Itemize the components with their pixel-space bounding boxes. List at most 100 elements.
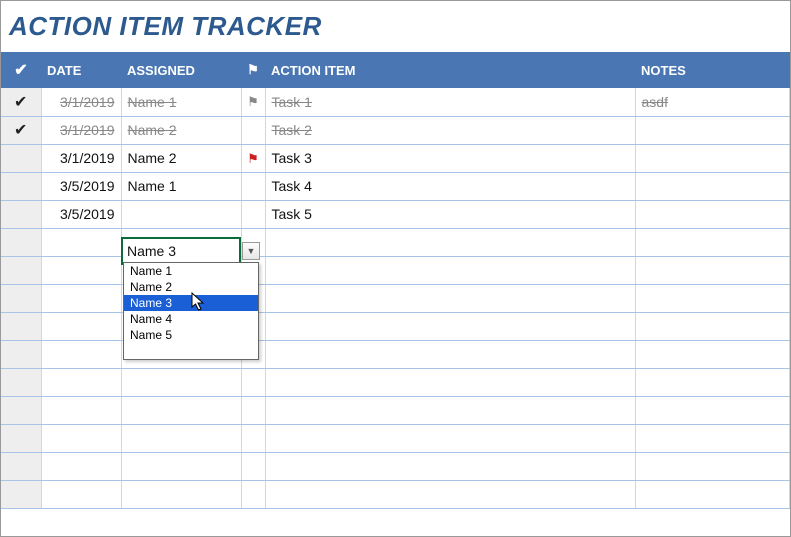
table-row-empty xyxy=(1,396,790,424)
cell-empty[interactable] xyxy=(635,452,790,480)
cell-empty[interactable] xyxy=(41,312,121,340)
cell-empty[interactable] xyxy=(41,368,121,396)
dropdown-option[interactable]: Name 3 xyxy=(124,295,258,311)
header-check[interactable]: ✔ xyxy=(1,52,41,88)
table-row-empty xyxy=(1,312,790,340)
cell-empty[interactable] xyxy=(265,368,635,396)
cell-empty[interactable] xyxy=(241,452,265,480)
dropdown-option[interactable]: Name 2 xyxy=(124,279,258,295)
cell-empty[interactable] xyxy=(265,452,635,480)
cell-flag[interactable] xyxy=(241,116,265,144)
header-action[interactable]: ACTION ITEM xyxy=(265,52,635,88)
cell-empty[interactable] xyxy=(121,424,241,452)
cell-flag[interactable] xyxy=(241,200,265,228)
header-flag[interactable]: ⚑ xyxy=(241,52,265,88)
cell-empty[interactable] xyxy=(41,256,121,284)
cell-flag[interactable] xyxy=(241,172,265,200)
cell-action[interactable]: Task 2 xyxy=(265,116,635,144)
dropdown-option[interactable]: Name 4 xyxy=(124,311,258,327)
cell-empty[interactable] xyxy=(265,480,635,508)
cell-empty[interactable] xyxy=(265,284,635,312)
dropdown-option[interactable]: Name 5 xyxy=(124,327,258,343)
cell-empty[interactable] xyxy=(635,312,790,340)
cell-empty[interactable] xyxy=(121,480,241,508)
cell-notes[interactable]: asdf xyxy=(635,88,790,116)
dropdown-button[interactable]: ▼ xyxy=(242,242,260,260)
cell-empty[interactable] xyxy=(1,228,41,256)
cell-empty[interactable] xyxy=(241,396,265,424)
cell-empty[interactable] xyxy=(265,256,635,284)
dropdown-option[interactable]: Name 1 xyxy=(124,263,258,279)
cell-empty[interactable] xyxy=(635,396,790,424)
table-row: ✔3/1/2019Name 2 Task 2 xyxy=(1,116,790,144)
cell-empty[interactable] xyxy=(1,396,41,424)
cell-empty[interactable] xyxy=(121,368,241,396)
cell-date[interactable]: 3/5/2019 xyxy=(41,200,121,228)
cell-assigned[interactable]: Name 1 xyxy=(121,172,241,200)
cell-empty[interactable] xyxy=(1,256,41,284)
cell-notes[interactable] xyxy=(635,144,790,172)
cell-empty[interactable] xyxy=(265,340,635,368)
cell-check[interactable] xyxy=(1,172,41,200)
cell-empty[interactable] xyxy=(41,284,121,312)
cell-notes[interactable] xyxy=(635,116,790,144)
cell-notes[interactable] xyxy=(635,172,790,200)
page-title: ACTION ITEM TRACKER xyxy=(1,1,790,52)
cell-empty[interactable] xyxy=(41,340,121,368)
cell-action[interactable]: Task 3 xyxy=(265,144,635,172)
cell-check[interactable] xyxy=(1,200,41,228)
cell-empty[interactable] xyxy=(635,284,790,312)
cell-date[interactable]: 3/1/2019 xyxy=(41,144,121,172)
cell-empty[interactable] xyxy=(41,396,121,424)
cell-empty[interactable] xyxy=(265,424,635,452)
cell-assigned[interactable]: Name 1 xyxy=(121,88,241,116)
cell-check[interactable]: ✔ xyxy=(1,116,41,144)
cell-empty[interactable] xyxy=(265,228,635,256)
cell-action[interactable]: Task 1 xyxy=(265,88,635,116)
cell-empty[interactable] xyxy=(41,424,121,452)
cell-empty[interactable] xyxy=(121,228,241,256)
cell-empty[interactable] xyxy=(1,452,41,480)
cell-assigned[interactable] xyxy=(121,200,241,228)
cell-empty[interactable] xyxy=(635,368,790,396)
cell-empty[interactable] xyxy=(635,424,790,452)
cell-empty[interactable] xyxy=(41,228,121,256)
cell-date[interactable]: 3/1/2019 xyxy=(41,116,121,144)
cell-empty[interactable] xyxy=(635,480,790,508)
cell-action[interactable]: Task 5 xyxy=(265,200,635,228)
cell-empty[interactable] xyxy=(1,312,41,340)
cell-flag[interactable]: ⚑ xyxy=(241,144,265,172)
cell-empty[interactable] xyxy=(1,368,41,396)
cell-check[interactable] xyxy=(1,144,41,172)
cell-check[interactable]: ✔ xyxy=(1,88,41,116)
cell-date[interactable]: 3/1/2019 xyxy=(41,88,121,116)
cell-empty[interactable] xyxy=(1,340,41,368)
cell-empty[interactable] xyxy=(265,396,635,424)
cell-empty[interactable] xyxy=(241,424,265,452)
cell-empty[interactable] xyxy=(121,396,241,424)
cell-empty[interactable] xyxy=(635,340,790,368)
cell-notes[interactable] xyxy=(635,200,790,228)
cell-date[interactable]: 3/5/2019 xyxy=(41,172,121,200)
cell-empty[interactable] xyxy=(1,424,41,452)
cell-empty[interactable] xyxy=(121,452,241,480)
cell-empty[interactable] xyxy=(1,480,41,508)
cell-assigned[interactable]: Name 2 xyxy=(121,116,241,144)
header-assigned[interactable]: ASSIGNED xyxy=(121,52,241,88)
cell-empty[interactable] xyxy=(1,284,41,312)
cell-empty[interactable] xyxy=(41,480,121,508)
table-row: ✔3/1/2019Name 1⚑Task 1asdf xyxy=(1,88,790,116)
header-notes[interactable]: NOTES xyxy=(635,52,790,88)
cell-empty[interactable] xyxy=(265,312,635,340)
cell-action[interactable]: Task 4 xyxy=(265,172,635,200)
cell-empty[interactable] xyxy=(635,256,790,284)
flag-icon: ⚑ xyxy=(247,151,259,166)
cell-assigned[interactable]: Name 2 xyxy=(121,144,241,172)
cell-empty[interactable] xyxy=(41,452,121,480)
cell-empty[interactable] xyxy=(241,480,265,508)
cell-flag[interactable]: ⚑ xyxy=(241,88,265,116)
dropdown-panel[interactable]: Name 1Name 2Name 3Name 4Name 5 xyxy=(123,262,259,360)
header-date[interactable]: DATE xyxy=(41,52,121,88)
cell-empty[interactable] xyxy=(635,228,790,256)
cell-empty[interactable] xyxy=(241,368,265,396)
